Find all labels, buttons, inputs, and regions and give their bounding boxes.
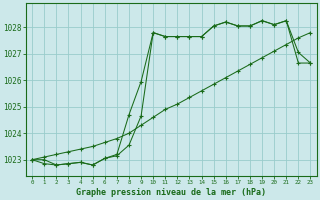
X-axis label: Graphe pression niveau de la mer (hPa): Graphe pression niveau de la mer (hPa)	[76, 188, 266, 197]
